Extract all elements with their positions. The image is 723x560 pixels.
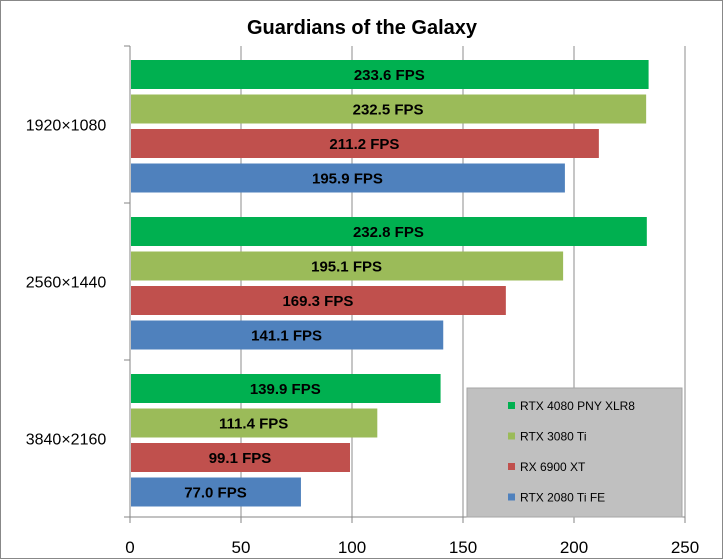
data-label: 141.1 FPS [251,328,322,345]
bar [131,320,444,350]
axes: 0 50 100 150 200 250 1920×1080 2560×1440 3840×21… [26,45,699,557]
data-label: 211.2 FPS [329,136,399,153]
legend-label: RX 6900 XT [520,460,586,474]
bars: 233.6 FPS 232.5 FPS 211.2 FPS 195.9 FPS 232.… [131,60,649,507]
legend: RTX 4080 PNY XLR8 RTX 3080 Ti RX 6900 XT RT… [466,387,683,518]
data-label: 77.0 FPS [184,485,247,502]
legend-swatch [508,432,515,440]
bar [131,251,564,281]
legend-label: RTX 3080 Ti [520,430,586,444]
data-label: 139.9 FPS [250,381,321,398]
bar [131,286,506,315]
legend-box [466,387,683,518]
data-label: 195.1 FPS [311,259,382,276]
category-label: 1920×1080 [26,118,107,135]
data-label: 233.6 FPS [354,67,425,84]
x-tick-label: 50 [232,538,251,557]
category-label: 2560×1440 [26,275,107,292]
legend-swatch [508,463,515,470]
data-label: 232.8 FPS [353,224,424,241]
bar [131,443,351,472]
chart-title: Guardians of the Galaxy [247,17,478,39]
bar [131,408,378,438]
bar [131,374,441,403]
bar [131,94,647,124]
x-tick-label: 200 [560,538,588,557]
bar [131,129,599,158]
x-tick-label: 250 [671,538,699,557]
legend-label: RTX 2080 Ti FE [520,491,605,505]
bar [131,477,301,507]
data-label: 99.1 FPS [209,450,272,467]
category-label: 3840×2160 [26,432,107,449]
legend-swatch [508,493,515,501]
data-label: 111.4 FPS [219,416,288,433]
bar [131,217,647,246]
legend-swatch [508,402,515,409]
bar [131,60,649,89]
legend-label: RTX 4080 PNY XLR8 [520,399,635,413]
x-tick-label: 100 [338,538,366,557]
bar [131,163,565,193]
x-tick-label: 150 [449,538,477,557]
x-tick-label: 0 [125,538,134,557]
data-label: 169.3 FPS [282,293,353,310]
data-label: 195.9 FPS [312,171,383,188]
data-label: 232.5 FPS [353,102,424,119]
